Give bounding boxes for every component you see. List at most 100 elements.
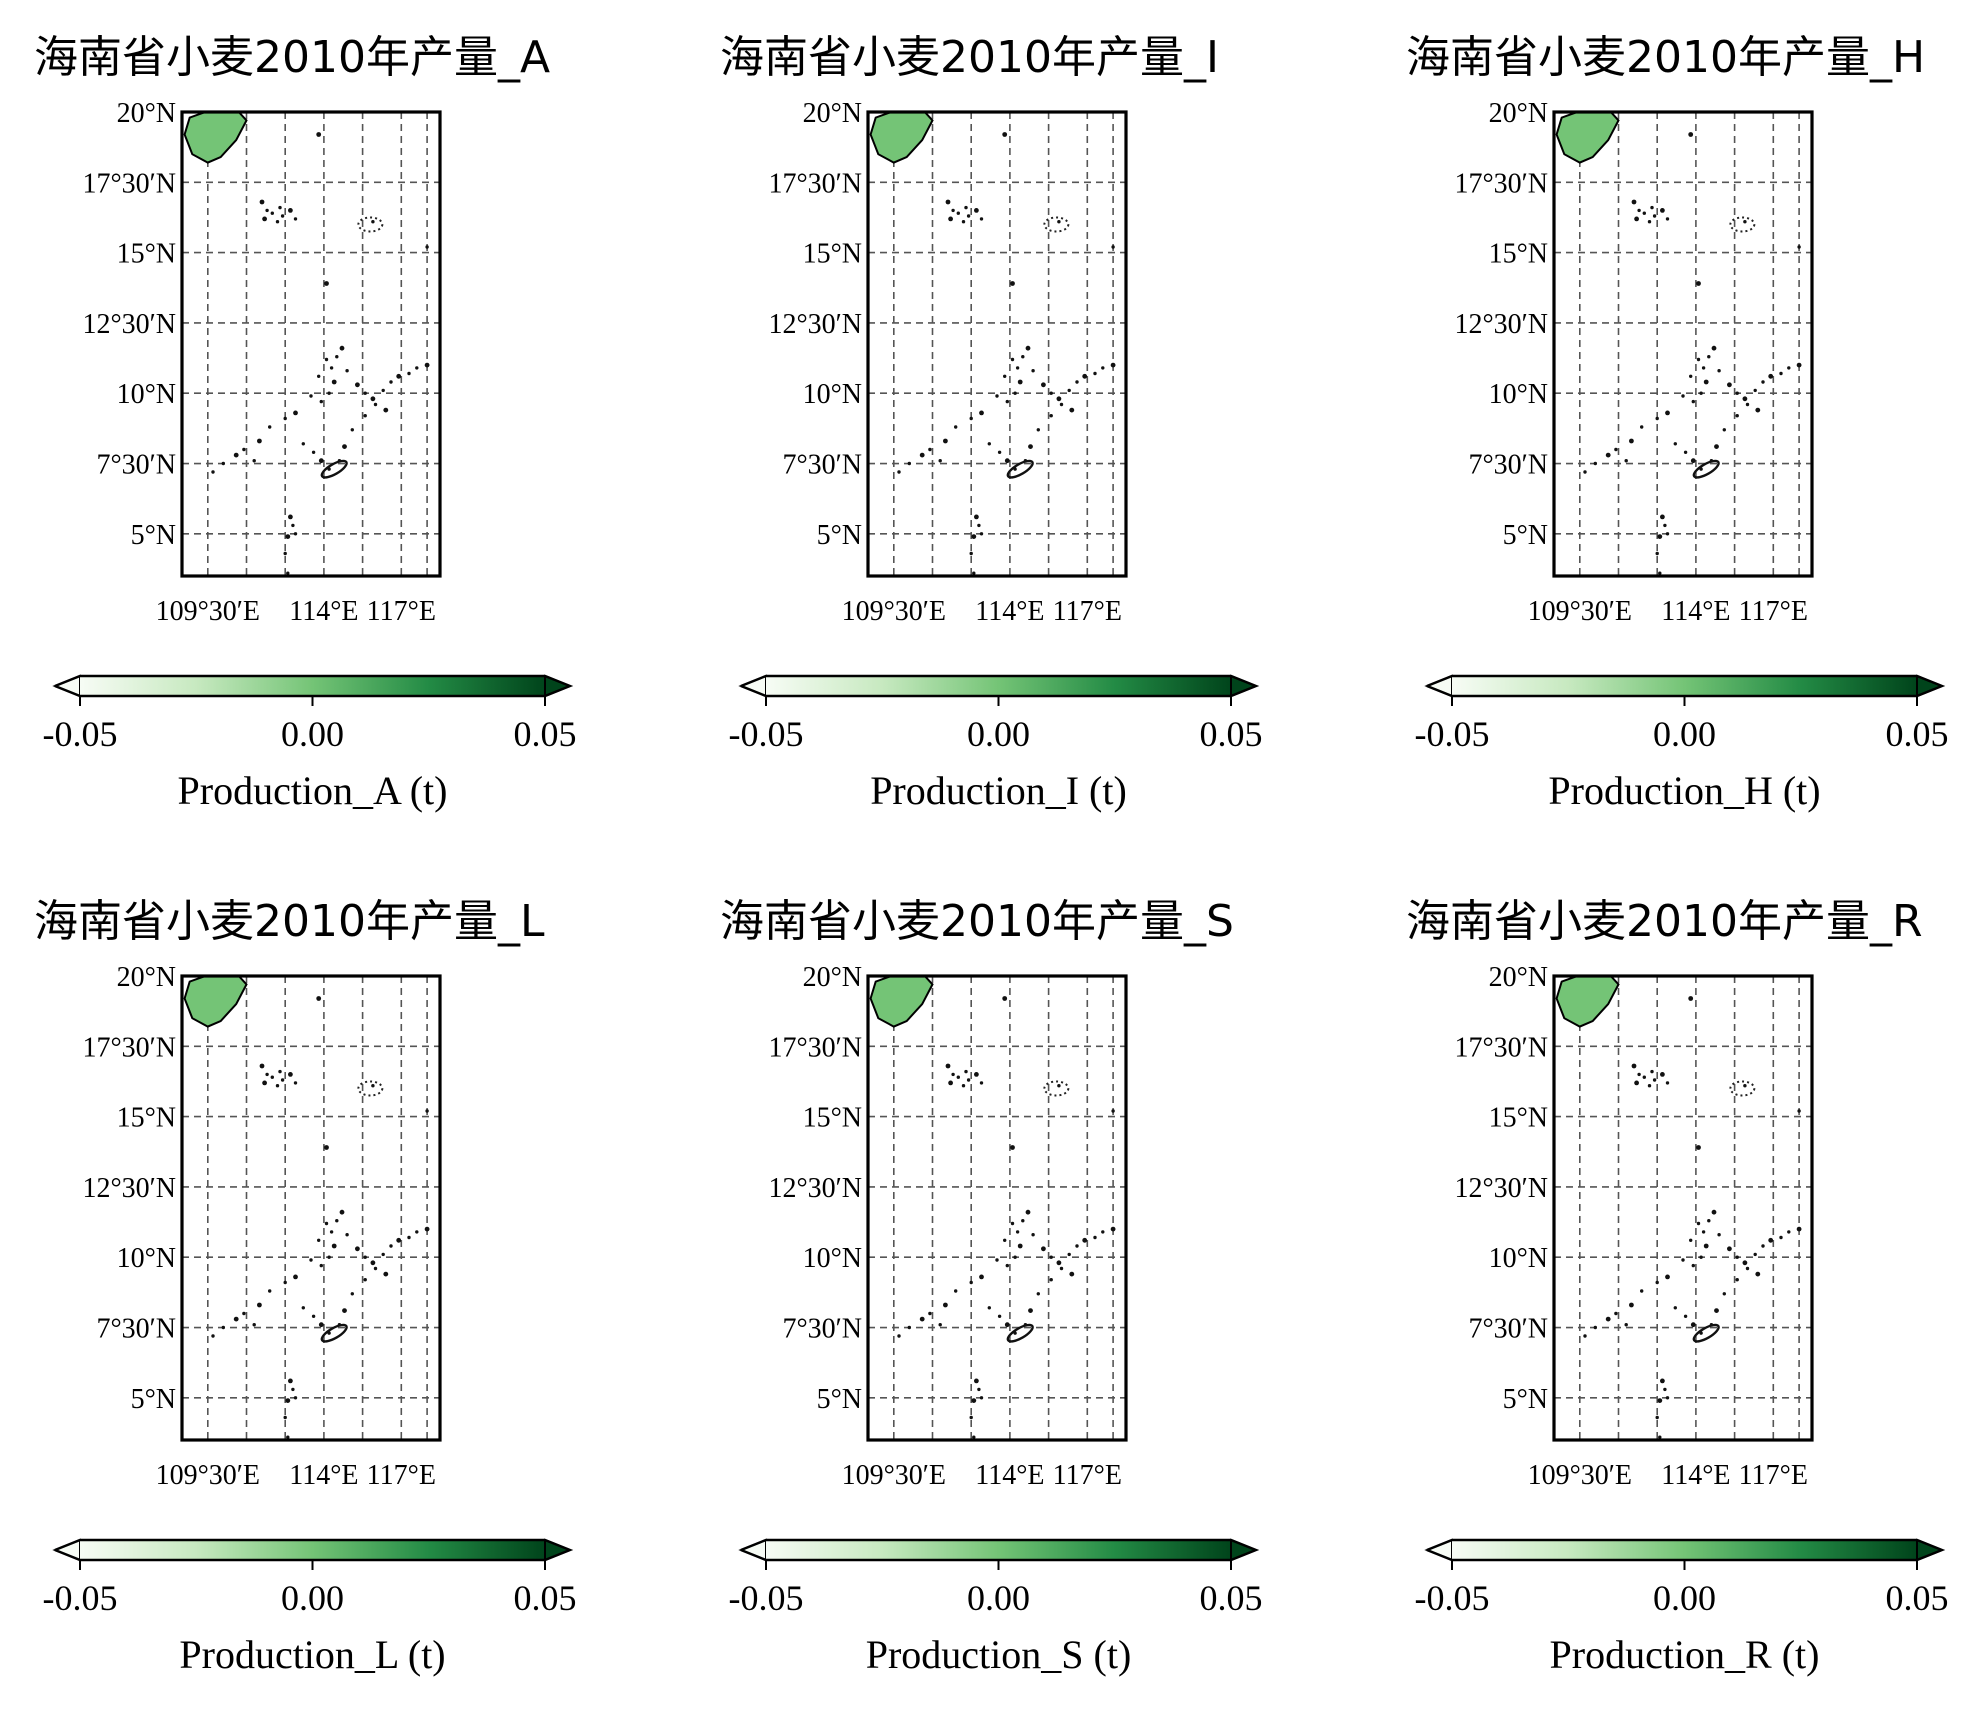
islet xyxy=(1640,425,1644,429)
islet xyxy=(964,205,968,210)
islet xyxy=(974,514,979,520)
map-background xyxy=(868,976,1126,1440)
islet xyxy=(1711,1209,1717,1215)
map-background xyxy=(182,976,440,1440)
islet xyxy=(964,1069,968,1074)
islet xyxy=(288,514,293,520)
islet xyxy=(1605,452,1611,458)
colorbar-gradient xyxy=(1452,1540,1917,1560)
longitude-tick-label: 114°E xyxy=(289,1460,358,1491)
colorbar-label: Production_A (t) xyxy=(178,768,448,813)
colorbar-gradient xyxy=(1452,676,1917,696)
colorbar-label: Production_S (t) xyxy=(866,1632,1132,1677)
map-frame xyxy=(866,974,1128,1442)
islet xyxy=(954,425,958,429)
colorbar-tick-label: 0.05 xyxy=(1200,1578,1263,1618)
latitude-tick-label: 10°N xyxy=(117,379,176,410)
hainan-island xyxy=(869,976,934,1028)
colorbar-gradient xyxy=(766,1540,1231,1560)
islet xyxy=(979,1274,984,1280)
islet xyxy=(283,1280,287,1285)
islet xyxy=(319,1263,323,1268)
islet xyxy=(1082,373,1088,379)
latitude-tick-label: 20°N xyxy=(803,98,862,129)
islet xyxy=(1745,402,1750,407)
islet xyxy=(1688,132,1694,137)
islet xyxy=(1017,1243,1023,1249)
islet xyxy=(415,366,419,370)
islet xyxy=(1629,438,1634,444)
colorbar-tick-label: 0.00 xyxy=(1653,714,1716,754)
hainan-island xyxy=(183,976,248,1028)
latitude-tick-label: 12°30′N xyxy=(82,1173,176,1204)
islet xyxy=(1036,428,1040,432)
atoll-outline xyxy=(320,459,348,479)
islet xyxy=(897,1334,901,1338)
colorbar: -0.05 0.00 0.05 Production_H (t) xyxy=(1415,674,1949,813)
colorbar-gradient xyxy=(766,676,1231,696)
latitude-tick-label: 15°N xyxy=(1489,239,1548,270)
islet xyxy=(293,410,298,416)
islet xyxy=(1650,1069,1654,1074)
islet xyxy=(275,220,280,224)
longitude-tick-label: 109°30′E xyxy=(156,1460,260,1491)
islet xyxy=(309,394,313,398)
longitude-tick-label: 117°E xyxy=(367,596,436,627)
islet xyxy=(1010,357,1015,362)
islet xyxy=(1059,402,1064,407)
islet xyxy=(371,220,375,224)
islet xyxy=(288,1378,293,1384)
islet xyxy=(1015,1230,1020,1234)
islet xyxy=(1665,1274,1670,1280)
islet xyxy=(1727,1246,1732,1252)
islet xyxy=(987,1306,991,1310)
atoll-outline xyxy=(1006,459,1034,479)
islet xyxy=(1110,1226,1116,1232)
colorbar-label: Production_L (t) xyxy=(179,1632,445,1677)
islet xyxy=(1660,1378,1665,1384)
colorbar-tick-label: -0.05 xyxy=(729,1578,804,1618)
islet xyxy=(1796,1226,1802,1232)
islet xyxy=(977,1387,981,1392)
islet xyxy=(1049,391,1053,395)
colorbar-tick-label: 0.05 xyxy=(514,1578,577,1618)
islet xyxy=(345,1233,349,1237)
latitude-tick-label: 15°N xyxy=(117,239,176,270)
latitude-tick-label: 12°30′N xyxy=(1454,1173,1548,1204)
islet xyxy=(1709,1323,1714,1327)
islet xyxy=(259,199,265,205)
islet xyxy=(363,391,367,395)
islet xyxy=(389,1244,393,1248)
islet xyxy=(969,416,973,421)
reef-outline xyxy=(1729,1080,1756,1097)
longitude-tick-label: 114°E xyxy=(975,596,1044,627)
islet xyxy=(1703,1243,1709,1249)
latitude-tick-label: 15°N xyxy=(803,1103,862,1134)
islet xyxy=(972,571,976,575)
islet xyxy=(1031,1233,1035,1237)
islet xyxy=(283,551,287,556)
islet xyxy=(1634,216,1639,222)
islet xyxy=(1002,132,1008,137)
islet xyxy=(1690,1322,1696,1328)
islet xyxy=(259,1063,265,1069)
islet xyxy=(1709,459,1714,463)
islet xyxy=(971,534,977,539)
islet xyxy=(1761,1244,1765,1248)
islet xyxy=(381,1252,385,1257)
islet xyxy=(1028,1308,1033,1313)
map-frame xyxy=(1552,110,1814,578)
colorbar-extend-high xyxy=(1916,1538,1945,1562)
islet xyxy=(956,1075,960,1079)
islet xyxy=(265,1072,269,1077)
islet xyxy=(257,1302,262,1308)
longitude-tick-label: 117°E xyxy=(1739,596,1808,627)
reef-outline xyxy=(1043,1080,1070,1097)
islet xyxy=(1021,1219,1025,1223)
islet xyxy=(1025,1209,1031,1215)
islet xyxy=(345,369,349,373)
islet xyxy=(242,1311,246,1316)
latitude-tick-label: 15°N xyxy=(1489,1103,1548,1134)
islet xyxy=(327,391,331,395)
colorbar-tick-label: -0.05 xyxy=(43,714,118,754)
